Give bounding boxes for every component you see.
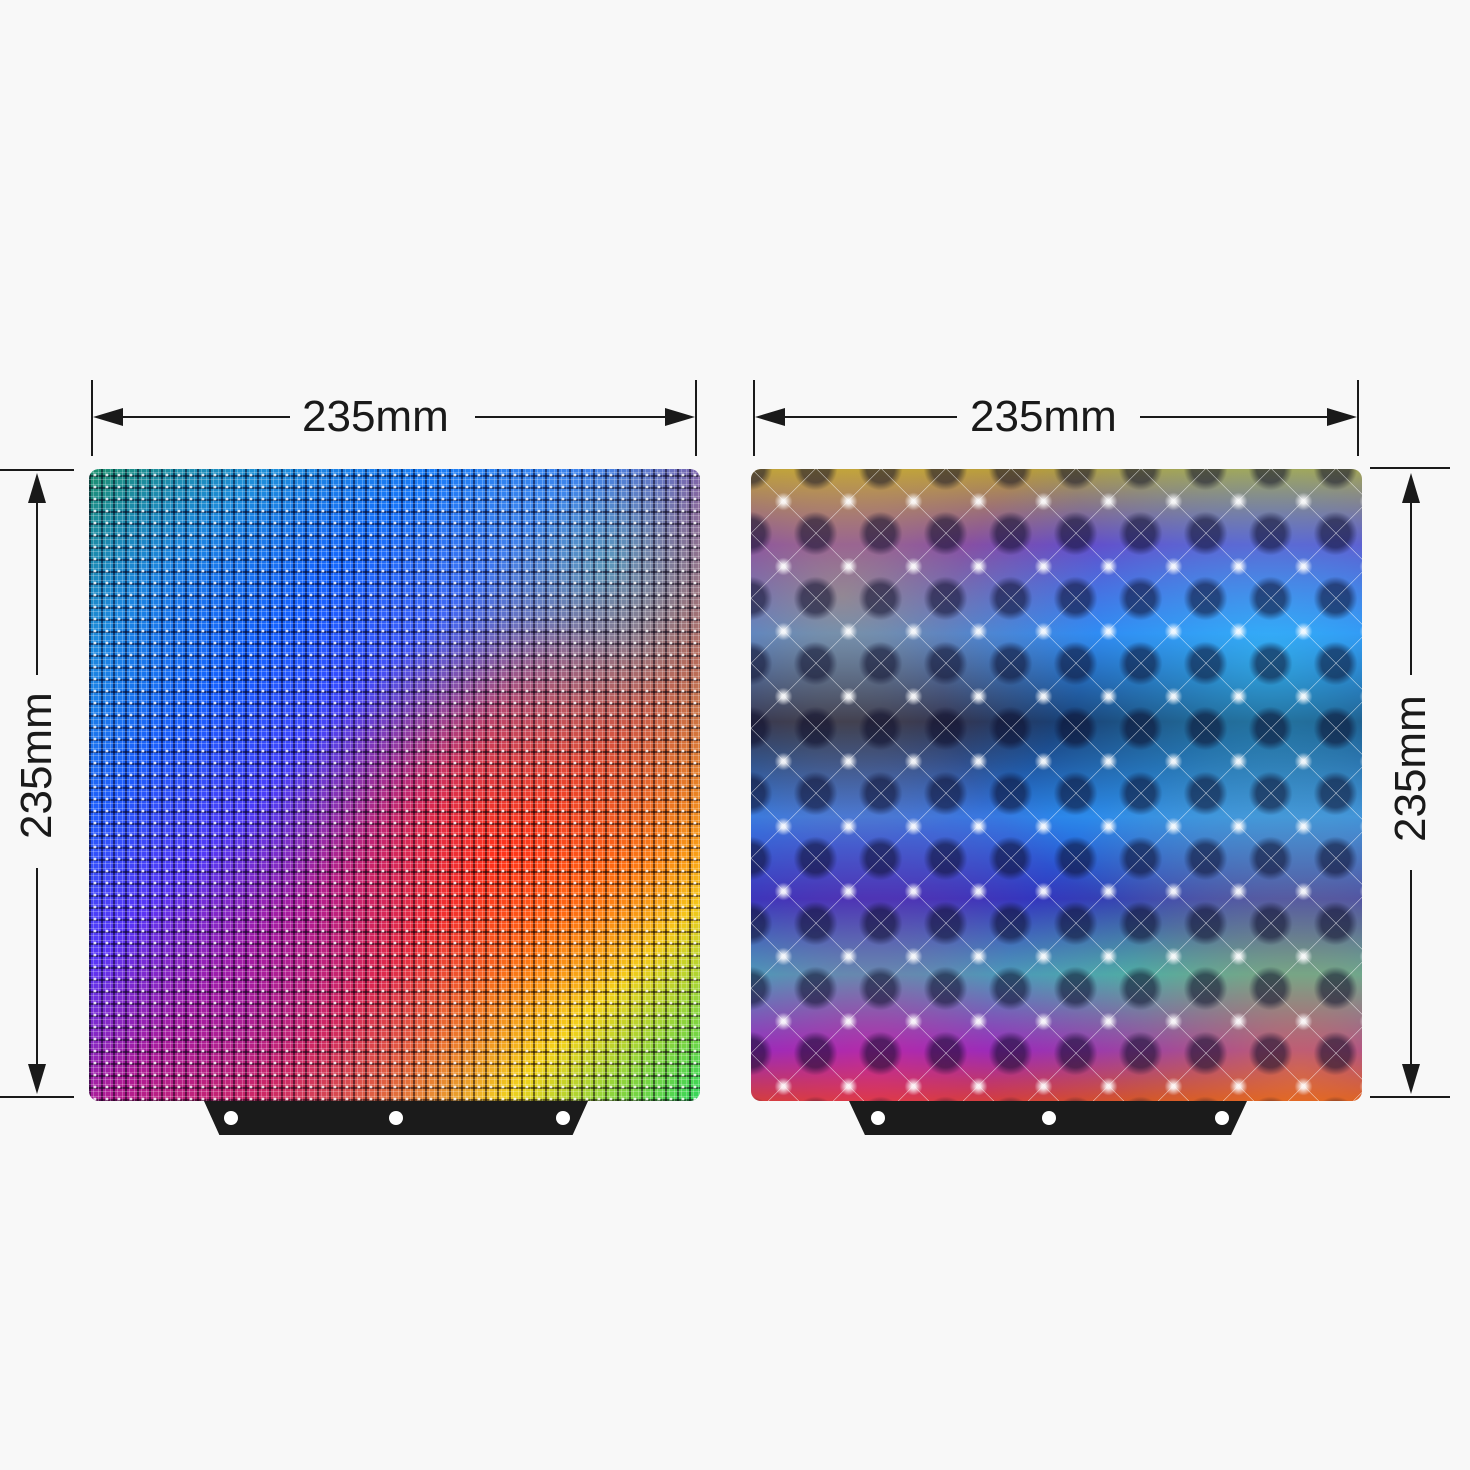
left-height-extension-bottom <box>0 1096 74 1098</box>
right-width-line-a <box>782 416 957 418</box>
right-width-extension-right <box>1357 380 1359 456</box>
left-width-extension-left <box>91 380 93 456</box>
mount-hole-icon <box>224 1111 238 1125</box>
left-width-line-a <box>120 416 290 418</box>
left-height-line-a <box>36 500 38 675</box>
right-height-extension-bottom <box>1370 1096 1450 1098</box>
right-height-line-a <box>1410 500 1412 675</box>
left-width-label: 235mm <box>302 392 449 441</box>
arrow-up-icon <box>1402 473 1420 503</box>
arrow-down-icon <box>1402 1064 1420 1094</box>
left-width-line-b <box>475 416 665 418</box>
right-width-line-b <box>1140 416 1327 418</box>
mount-hole-icon <box>871 1111 885 1125</box>
mount-hole-icon <box>1042 1111 1056 1125</box>
right-width-extension-left <box>753 380 755 456</box>
square-highlight-pattern <box>89 469 700 1101</box>
arrow-down-icon <box>28 1064 46 1094</box>
square-pattern <box>89 469 700 1101</box>
left-height-extension-top <box>0 469 74 471</box>
star-pattern <box>751 469 1362 1101</box>
right-build-plate-stars <box>751 469 1362 1101</box>
arrow-right-icon <box>1327 408 1357 426</box>
arrow-left-icon <box>93 408 123 426</box>
arrow-right-icon <box>665 408 695 426</box>
left-plate-tab <box>204 1101 588 1135</box>
mount-hole-icon <box>556 1111 570 1125</box>
mount-hole-icon <box>389 1111 403 1125</box>
left-height-line-b <box>36 868 38 1064</box>
right-width-label: 235mm <box>970 392 1117 441</box>
mount-hole-icon <box>1215 1111 1229 1125</box>
left-width-extension-right <box>695 380 697 456</box>
arrow-up-icon <box>28 473 46 503</box>
left-build-plate-squares <box>89 469 700 1101</box>
right-plate-tab <box>849 1101 1247 1135</box>
right-height-label: 235mm <box>1386 695 1435 842</box>
left-height-label: 235mm <box>12 692 61 839</box>
arrow-left-icon <box>755 408 785 426</box>
right-height-extension-top <box>1370 467 1450 469</box>
right-height-line-b <box>1410 870 1412 1066</box>
